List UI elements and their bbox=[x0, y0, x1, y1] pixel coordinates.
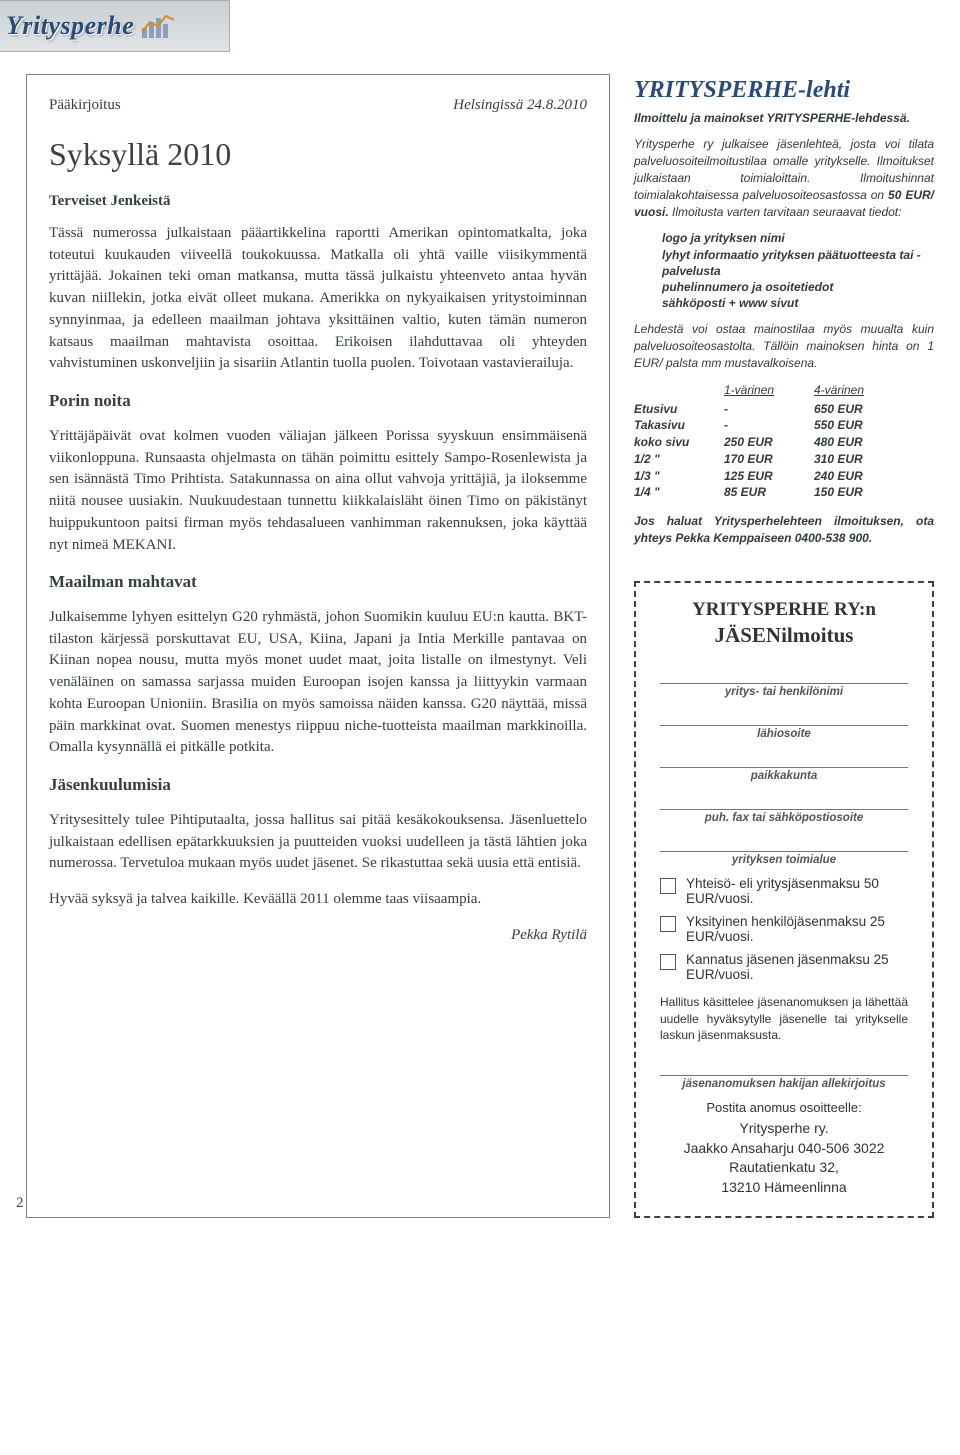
membership-option: Yksityinen henkilöjäsenmaksu 25 EUR/vuos… bbox=[660, 914, 908, 944]
checkbox[interactable] bbox=[660, 916, 676, 932]
editorial-subtitle: Terveiset Jenkeistä bbox=[49, 191, 587, 213]
form-input-line[interactable] bbox=[660, 792, 908, 810]
editorial-p1: Tässä numerossa julkaistaan pääartikkeli… bbox=[49, 223, 587, 375]
form-addr-4: 13210 Hämeenlinna bbox=[654, 1178, 914, 1198]
ad-list-item: lyhyt informaatio yrityksen päätuotteest… bbox=[662, 247, 934, 279]
price-1c: 85 EUR bbox=[724, 484, 814, 501]
ad-p1b: Ilmoitusta varten tarvitaan seuraavat ti… bbox=[669, 205, 902, 219]
form-note: Hallitus käsittelee jäsenanomuksen ja lä… bbox=[660, 994, 908, 1044]
price-table: Etusivu-650 EURTakasivu-550 EURkoko sivu… bbox=[634, 401, 934, 502]
ad-subtitle: Ilmoittelu ja mainokset YRITYSPERHE-lehd… bbox=[634, 110, 934, 127]
form-field-label: yritys- tai henkilönimi bbox=[654, 686, 914, 698]
price-4c: 480 EUR bbox=[814, 434, 904, 451]
masthead-logo-text: Yritysperhe bbox=[6, 11, 134, 41]
ad-list-item: logo ja yrityksen nimi bbox=[662, 230, 934, 246]
form-addr-2: Jaakko Ansaharju 040-506 3022 bbox=[654, 1139, 914, 1159]
price-1c: - bbox=[724, 401, 814, 418]
editorial-label: Pääkirjoitus bbox=[49, 95, 121, 117]
form-options: Yhteisö- eli yritysjäsenmaksu 50 EUR/vuo… bbox=[654, 876, 914, 982]
price-4c: 240 EUR bbox=[814, 468, 904, 485]
price-label: 1/2 " bbox=[634, 451, 724, 468]
membership-option: Kannatus jäsenen jäsenmaksu 25 EUR/vuosi… bbox=[660, 952, 908, 982]
form-input-line[interactable] bbox=[660, 834, 908, 852]
membership-option-label: Yhteisö- eli yritysjäsenmaksu 50 EUR/vuo… bbox=[686, 876, 908, 906]
ad-list-item: puhelinnumero ja osoitetiedot bbox=[662, 279, 934, 295]
membership-option-label: Kannatus jäsenen jäsenmaksu 25 EUR/vuosi… bbox=[686, 952, 908, 982]
ad-list-item: sähköposti + www sivut bbox=[662, 295, 934, 311]
price-header: 1-värinen 4-värinen bbox=[634, 382, 934, 399]
chart-icon bbox=[140, 12, 178, 40]
price-row: 1/3 "125 EUR240 EUR bbox=[634, 468, 934, 485]
price-4c: 650 EUR bbox=[814, 401, 904, 418]
editorial-title: Syksyllä 2010 bbox=[49, 131, 587, 177]
editorial-signature: Pekka Rytilä bbox=[49, 925, 587, 947]
editorial-h2-maailman: Maailman mahtavat bbox=[49, 570, 587, 595]
form-line-signature[interactable] bbox=[660, 1058, 908, 1076]
ad-contact: Jos haluat Yritysperhelehteen ilmoitukse… bbox=[634, 513, 934, 547]
page: Yritysperhe Pääkirjoitus Helsingissä 24.… bbox=[0, 0, 960, 1218]
form-field-label: puh. fax tai sähköpostiosoite bbox=[654, 812, 914, 824]
price-row: koko sivu250 EUR480 EUR bbox=[634, 434, 934, 451]
ad-box: YRITYSPERHE-lehti Ilmoittelu ja mainokse… bbox=[634, 74, 934, 557]
price-row: 1/2 "170 EUR310 EUR bbox=[634, 451, 934, 468]
form-field-label: paikkakunta bbox=[654, 770, 914, 782]
editorial-p4: Yritysesittely tulee Pihtiputaalta, joss… bbox=[49, 810, 587, 875]
price-4c: 310 EUR bbox=[814, 451, 904, 468]
membership-form: YRITYSPERHE RY:n JÄSENilmoitus yritys- t… bbox=[634, 581, 934, 1218]
price-4c: 150 EUR bbox=[814, 484, 904, 501]
editorial-p3: Julkaisemme lyhyen esittelyn G20 ryhmäst… bbox=[49, 607, 587, 759]
price-4c: 550 EUR bbox=[814, 417, 904, 434]
content: Pääkirjoitus Helsingissä 24.8.2010 Syksy… bbox=[0, 52, 960, 1218]
editorial-h2-jasen: Jäsenkuulumisia bbox=[49, 773, 587, 798]
price-row: Takasivu-550 EUR bbox=[634, 417, 934, 434]
editorial-p2: Yrittäjäpäivät ovat kolmen vuoden väliaj… bbox=[49, 426, 587, 557]
form-label-signature: jäsenanomuksen hakijan allekirjoitus bbox=[654, 1078, 914, 1090]
checkbox[interactable] bbox=[660, 878, 676, 894]
masthead: Yritysperhe bbox=[0, 0, 230, 52]
form-title-2: JÄSENilmoitus bbox=[654, 623, 914, 648]
form-input-line[interactable] bbox=[660, 666, 908, 684]
price-label: koko sivu bbox=[634, 434, 724, 451]
editorial-box: Pääkirjoitus Helsingissä 24.8.2010 Syksy… bbox=[26, 74, 610, 1218]
form-input-line[interactable] bbox=[660, 750, 908, 768]
editorial-p5: Hyvää syksyä ja talvea kaikille. Kevääll… bbox=[49, 889, 587, 911]
checkbox[interactable] bbox=[660, 954, 676, 970]
price-1c: 125 EUR bbox=[724, 468, 814, 485]
membership-option: Yhteisö- eli yritysjäsenmaksu 50 EUR/vuo… bbox=[660, 876, 908, 906]
form-field-label: lähiosoite bbox=[654, 728, 914, 740]
ad-required-list: logo ja yrityksen nimi lyhyt informaatio… bbox=[662, 230, 934, 311]
editorial-h2-porin: Porin noita bbox=[49, 389, 587, 414]
membership-option-label: Yksityinen henkilöjäsenmaksu 25 EUR/vuos… bbox=[686, 914, 908, 944]
price-label: 1/4 " bbox=[634, 484, 724, 501]
price-1c: 250 EUR bbox=[724, 434, 814, 451]
form-title-1: YRITYSPERHE RY:n bbox=[654, 599, 914, 621]
price-header-4c: 4-värinen bbox=[814, 382, 904, 399]
ad-p1: Yritysperhe ry julkaisee jäsenlehteä, jo… bbox=[634, 136, 934, 220]
form-field-label: yrityksen toimialue bbox=[654, 854, 914, 866]
editorial-header: Pääkirjoitus Helsingissä 24.8.2010 bbox=[49, 95, 587, 117]
price-label: Etusivu bbox=[634, 401, 724, 418]
editorial-dateline: Helsingissä 24.8.2010 bbox=[453, 95, 587, 117]
page-number: 2 bbox=[16, 1195, 24, 1212]
price-header-blank bbox=[634, 382, 724, 399]
form-addr-3: Rautatienkatu 32, bbox=[654, 1158, 914, 1178]
price-header-1c: 1-värinen bbox=[724, 382, 814, 399]
price-1c: 170 EUR bbox=[724, 451, 814, 468]
price-label: 1/3 " bbox=[634, 468, 724, 485]
price-row: 1/4 "85 EUR150 EUR bbox=[634, 484, 934, 501]
price-label: Takasivu bbox=[634, 417, 724, 434]
ad-p2: Lehdestä voi ostaa mainostilaa myös muua… bbox=[634, 321, 934, 371]
right-column: YRITYSPERHE-lehti Ilmoittelu ja mainokse… bbox=[634, 74, 934, 1218]
form-post: Postita anomus osoitteelle: bbox=[654, 1100, 914, 1115]
form-fields: yritys- tai henkilönimi lähiosoite paikkak… bbox=[654, 666, 914, 866]
form-addr-1: Yritysperhe ry. bbox=[654, 1119, 914, 1139]
form-input-line[interactable] bbox=[660, 708, 908, 726]
ad-title: YRITYSPERHE-lehti bbox=[634, 74, 934, 108]
form-address: Yritysperhe ry. Jaakko Ansaharju 040-506… bbox=[654, 1119, 914, 1197]
price-1c: - bbox=[724, 417, 814, 434]
price-row: Etusivu-650 EUR bbox=[634, 401, 934, 418]
